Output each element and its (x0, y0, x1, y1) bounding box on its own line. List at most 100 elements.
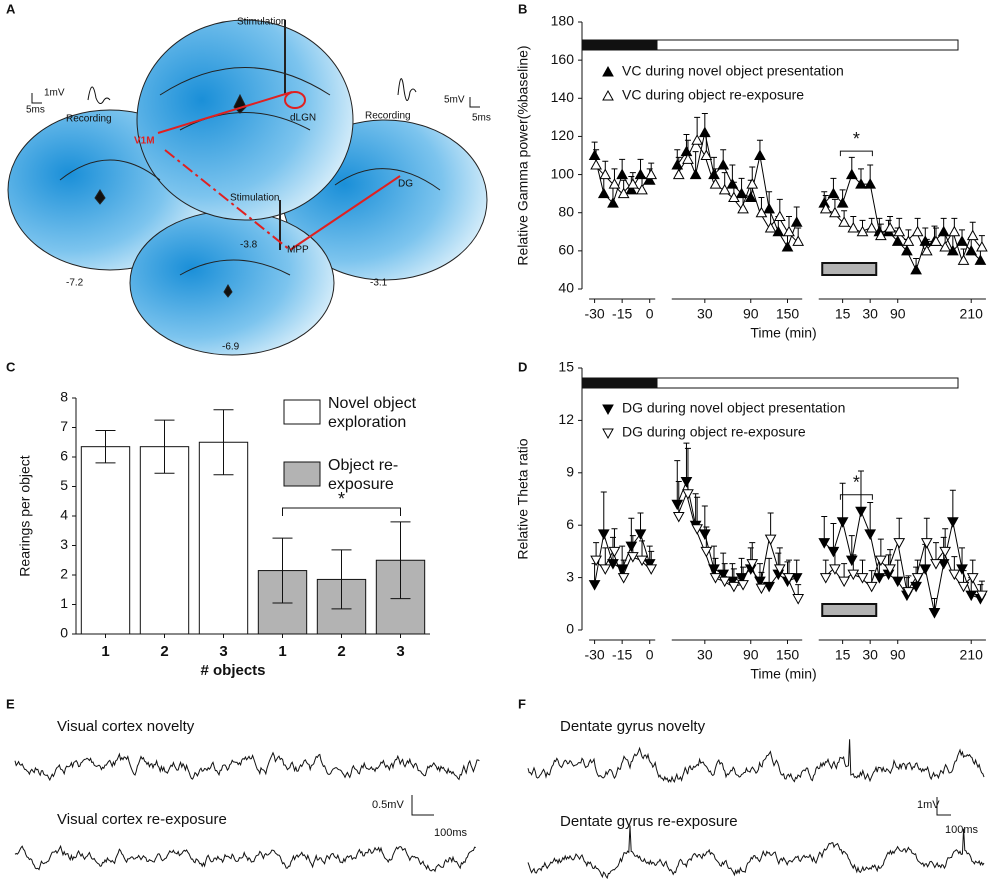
error-bar (867, 501, 874, 534)
point (937, 559, 950, 570)
point (855, 178, 867, 189)
error-bar (628, 517, 635, 547)
point (965, 244, 978, 256)
point (607, 559, 619, 570)
point (754, 149, 766, 160)
point (726, 576, 739, 588)
point (919, 564, 932, 575)
trace-title: Dentate gyrus re-exposure (560, 813, 738, 830)
x-tick-label: 30 (697, 306, 713, 322)
point (819, 573, 832, 584)
point (875, 229, 887, 241)
trace-title: Dentate gyrus novelty (560, 718, 706, 735)
y-tick-label: 120 (551, 127, 575, 143)
point (884, 564, 896, 575)
point (709, 178, 722, 189)
diagram-label: MPP (287, 245, 309, 256)
x-tick-label: 2 (337, 643, 345, 660)
point (948, 569, 961, 581)
point (616, 168, 629, 180)
error-bar (830, 522, 837, 552)
legend-label: Novel object exploration (328, 395, 417, 431)
point (636, 555, 648, 567)
point (672, 511, 685, 523)
point (588, 580, 601, 591)
legend-label: VC during novel object presentation (622, 63, 844, 79)
point (597, 187, 610, 199)
x-tick-label: 210 (960, 647, 984, 663)
point (608, 178, 621, 189)
significance-mark: * (853, 129, 860, 149)
scale-label: 0.5mV (372, 799, 404, 811)
diagram-label: 5mV (444, 95, 465, 106)
y-tick-label: 80 (558, 203, 574, 219)
panel-label: F (518, 696, 526, 711)
panel-label: A (6, 1, 16, 16)
error-bar (692, 493, 699, 526)
point (939, 546, 952, 558)
y-tick-label: 6 (566, 516, 574, 532)
point (902, 587, 915, 598)
point (698, 126, 711, 138)
point (625, 183, 638, 195)
timeline-novel (581, 39, 658, 51)
point (864, 529, 877, 540)
diagram-label: -7.2 (66, 278, 84, 289)
point (930, 559, 942, 570)
y-tick-label: 2 (60, 566, 68, 582)
point (884, 221, 896, 233)
point (717, 569, 730, 581)
point (911, 225, 924, 237)
error-bar (857, 470, 864, 512)
x-tick-label: 1 (101, 643, 109, 660)
point (873, 573, 886, 584)
y-tick-label: 180 (551, 13, 575, 29)
point (845, 168, 858, 180)
diagram-label: -3.1 (370, 278, 388, 289)
point (626, 552, 639, 563)
scale-label: 100ms (945, 824, 979, 836)
scale-label: 100ms (434, 827, 468, 839)
panel-label: C (6, 359, 16, 374)
error-bar (684, 447, 691, 494)
point (845, 555, 858, 567)
y-tick-label: 12 (558, 411, 574, 427)
point (597, 529, 610, 540)
x-tick-label: 30 (862, 306, 878, 322)
evoked-trace (397, 78, 417, 101)
lfp-trace (14, 751, 480, 782)
diagram-label: -6.9 (222, 342, 240, 353)
point (726, 178, 739, 189)
point (911, 573, 924, 584)
point (836, 517, 849, 528)
x-tick-label: 30 (697, 647, 713, 663)
y-tick-label: 140 (551, 89, 575, 105)
point (946, 517, 959, 528)
point (728, 191, 740, 202)
point (956, 235, 968, 246)
significance-bracket (839, 150, 873, 157)
x-tick-label: 90 (890, 306, 906, 322)
point (709, 573, 722, 584)
point (718, 576, 731, 588)
x-tick-label: 15 (835, 647, 851, 663)
panel-label: B (518, 1, 527, 16)
legend-label: Object re-exposure (328, 457, 399, 493)
point (617, 187, 630, 199)
error-bar (694, 496, 701, 529)
point (855, 506, 867, 518)
point (700, 149, 713, 160)
y-axis-label: Relative Theta ratio (515, 438, 531, 559)
point (901, 244, 913, 256)
point (956, 564, 968, 575)
x-tick-label: -30 (584, 306, 604, 322)
diagram-label: Stimulation (237, 17, 286, 28)
x-tick-label: 0 (646, 306, 654, 322)
y-tick-label: 8 (60, 389, 68, 405)
point (790, 216, 803, 227)
error-bar (683, 442, 690, 482)
point (590, 555, 602, 567)
point (957, 581, 970, 593)
y-tick-label: 1 (60, 595, 68, 611)
